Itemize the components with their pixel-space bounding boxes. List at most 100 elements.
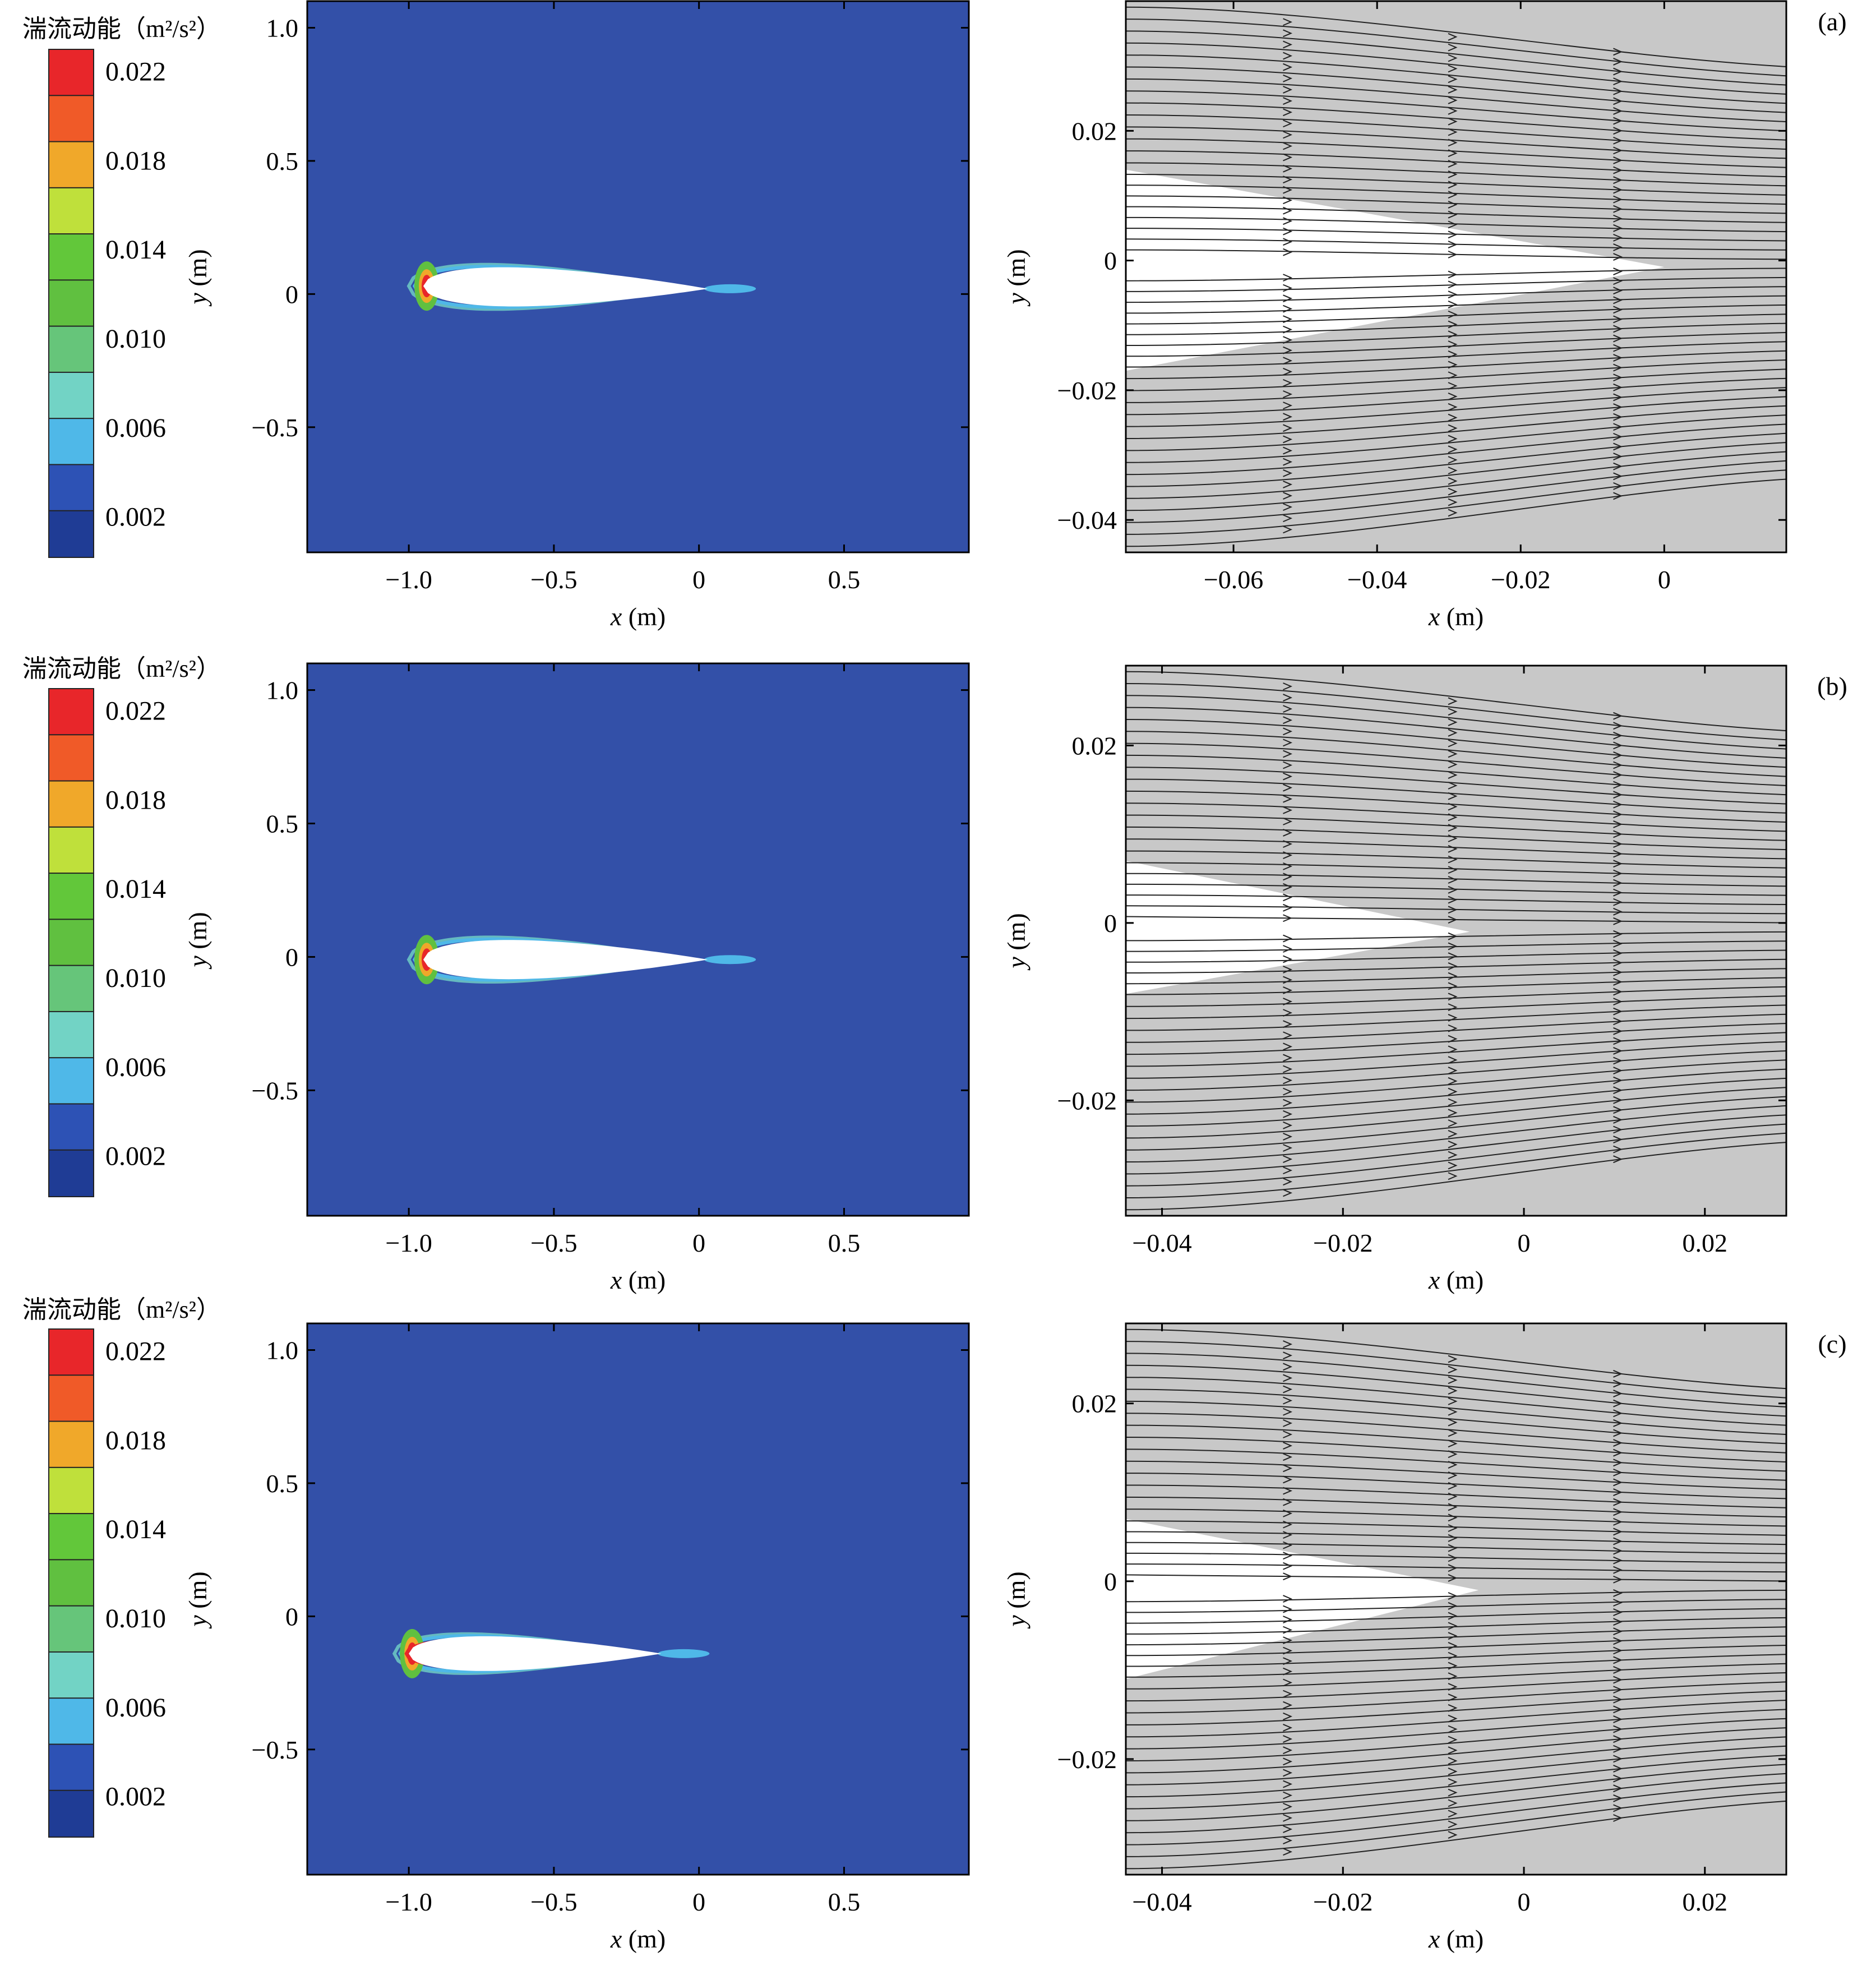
streamline	[1125, 1764, 1787, 1821]
colorbar-4: 湍流动能（m²/s²） 0.022 0.018 0.014 0.010 0.006 0.00…	[22, 1296, 221, 1838]
streamline-arrow	[1613, 156, 1623, 164]
streamline-arrow	[1613, 67, 1623, 76]
streamline-arrow	[1448, 1461, 1458, 1469]
streamline	[1125, 1123, 1787, 1187]
streamline-arrow	[1448, 1119, 1458, 1128]
streamline-arrow	[1283, 176, 1293, 184]
streamline-arrow	[1283, 682, 1293, 690]
streamline-arrow	[1613, 1774, 1623, 1783]
streamline	[1125, 162, 1787, 187]
streamline-arrow	[1448, 487, 1458, 496]
streamline-arrow	[1613, 771, 1623, 779]
y-tick-label: 0	[1104, 909, 1117, 938]
streamline-arrow	[1613, 1608, 1623, 1616]
streamline	[1125, 778, 1787, 814]
y-tick-label: 0	[1104, 1567, 1117, 1596]
streamline	[1125, 767, 1787, 805]
streamline-arrow	[1448, 75, 1458, 84]
streamline-arrow	[1613, 1735, 1623, 1743]
streamline-arrow	[1448, 1024, 1458, 1032]
streamline	[1125, 114, 1787, 150]
streamline-arrow	[1613, 492, 1623, 500]
colorbar-tick-label: 0.022	[105, 57, 166, 87]
streamline-arrow	[1283, 1464, 1293, 1473]
streamline-arrow	[1613, 482, 1623, 490]
streamline	[1125, 423, 1787, 476]
streamline-arrow	[1283, 1746, 1293, 1755]
colorbar-tick-label: 0.006	[105, 1053, 166, 1082]
streamline-arrow	[1283, 131, 1293, 139]
streamline-arrow	[1283, 1735, 1293, 1743]
streamline-arrow	[1283, 206, 1293, 215]
streamline-arrow	[1448, 845, 1458, 853]
streamline-arrow	[1283, 955, 1293, 963]
streamline-arrow	[1283, 142, 1293, 150]
streamline-arrow	[1283, 1042, 1293, 1051]
streamline-arrow	[1613, 1566, 1623, 1574]
streamline-arrow	[1448, 1450, 1458, 1459]
streamline-arrow	[1613, 712, 1623, 720]
streamline-arrow	[1613, 1076, 1623, 1085]
x-tick-label: −0.02	[1313, 1888, 1373, 1916]
streamline-arrow	[1283, 1076, 1293, 1085]
streamline	[1125, 206, 1787, 223]
colorbar-0: 湍流动能（m²/s²） 0.022 0.018 0.014 0.010 0.006 0.00…	[22, 15, 221, 559]
streamline-arrow	[1448, 1714, 1458, 1723]
streamline-arrow	[1283, 1701, 1293, 1709]
streamline-arrow	[1613, 1027, 1623, 1035]
streamline-arrow	[1283, 1099, 1293, 1107]
streamline-arrow	[1283, 976, 1293, 984]
streamline-arrow	[1448, 1003, 1458, 1012]
streamline-arrow	[1448, 1544, 1458, 1552]
x-axis-label: x (m)	[610, 1266, 666, 1294]
streamline-arrow	[1448, 1098, 1458, 1106]
streamline-arrow	[1613, 781, 1623, 789]
streamline-arrow	[1448, 1799, 1458, 1807]
streamline-arrow	[1283, 248, 1293, 256]
streamline	[1125, 731, 1787, 777]
y-tick-label: 0	[1104, 247, 1117, 275]
streamline-arrow	[1283, 336, 1293, 344]
streamline	[1125, 102, 1787, 141]
streamline	[1125, 1341, 1787, 1399]
streamline	[1125, 451, 1787, 511]
colorbar-segment	[48, 1328, 94, 1377]
streamline-arrow	[1448, 330, 1458, 339]
streamline-arrow	[1283, 367, 1293, 376]
streamline	[1125, 1745, 1787, 1798]
streamline	[1125, 1087, 1787, 1139]
streamline	[1125, 1050, 1787, 1091]
streamline	[1125, 322, 1787, 346]
streamline	[1125, 377, 1787, 416]
streamline-arrow	[1613, 243, 1623, 251]
streamline-arrow	[1283, 727, 1293, 736]
colorbar-tick-label: 0.006	[105, 1693, 166, 1723]
streamline-arrow	[1448, 813, 1458, 822]
streamline	[1125, 313, 1787, 335]
streamline-arrow	[1448, 1788, 1458, 1797]
streamline-arrow	[1283, 1396, 1293, 1405]
streamline-arrow	[1613, 1409, 1623, 1418]
streamline-arrow	[1613, 1637, 1623, 1645]
axes-frame	[1125, 665, 1787, 1217]
colorbar-tick-label: 0.010	[105, 1604, 166, 1634]
streamline	[1125, 995, 1787, 1019]
streamline-arrow	[1613, 731, 1623, 740]
streamline	[1125, 754, 1787, 796]
streamline	[1125, 1736, 1787, 1785]
streamline-arrow	[1448, 477, 1458, 485]
streamline	[1125, 78, 1787, 122]
streamline-arrow	[1283, 883, 1293, 891]
streamline-arrow	[1448, 320, 1458, 329]
streamline	[1125, 958, 1787, 973]
streamline-arrow	[1613, 107, 1623, 115]
colorbar-segment	[48, 464, 94, 512]
streamline-arrow	[1283, 18, 1293, 26]
streamline-arrow	[1448, 993, 1458, 1001]
streamline-arrow	[1448, 1161, 1458, 1170]
x-tick-label: 0	[692, 1888, 705, 1916]
streamline-arrow	[1448, 916, 1458, 924]
streamline-arrow	[1448, 1045, 1458, 1054]
streamline-arrow	[1448, 834, 1458, 842]
streamline-arrow	[1283, 1605, 1293, 1613]
